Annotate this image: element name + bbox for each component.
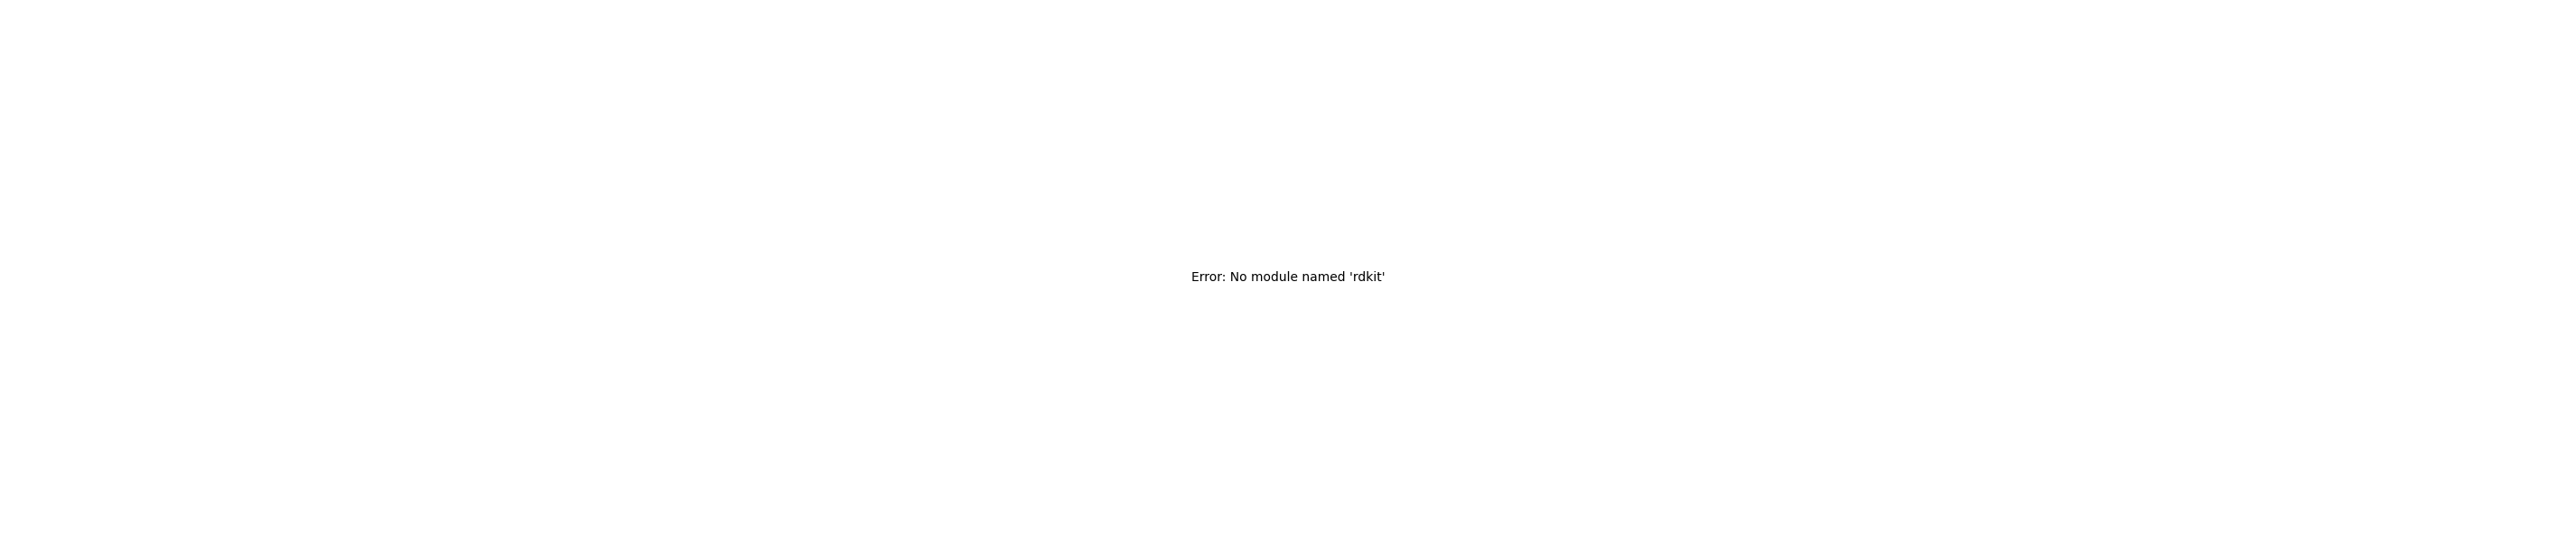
Text: Error: No module named 'rdkit': Error: No module named 'rdkit' (1190, 271, 1386, 284)
